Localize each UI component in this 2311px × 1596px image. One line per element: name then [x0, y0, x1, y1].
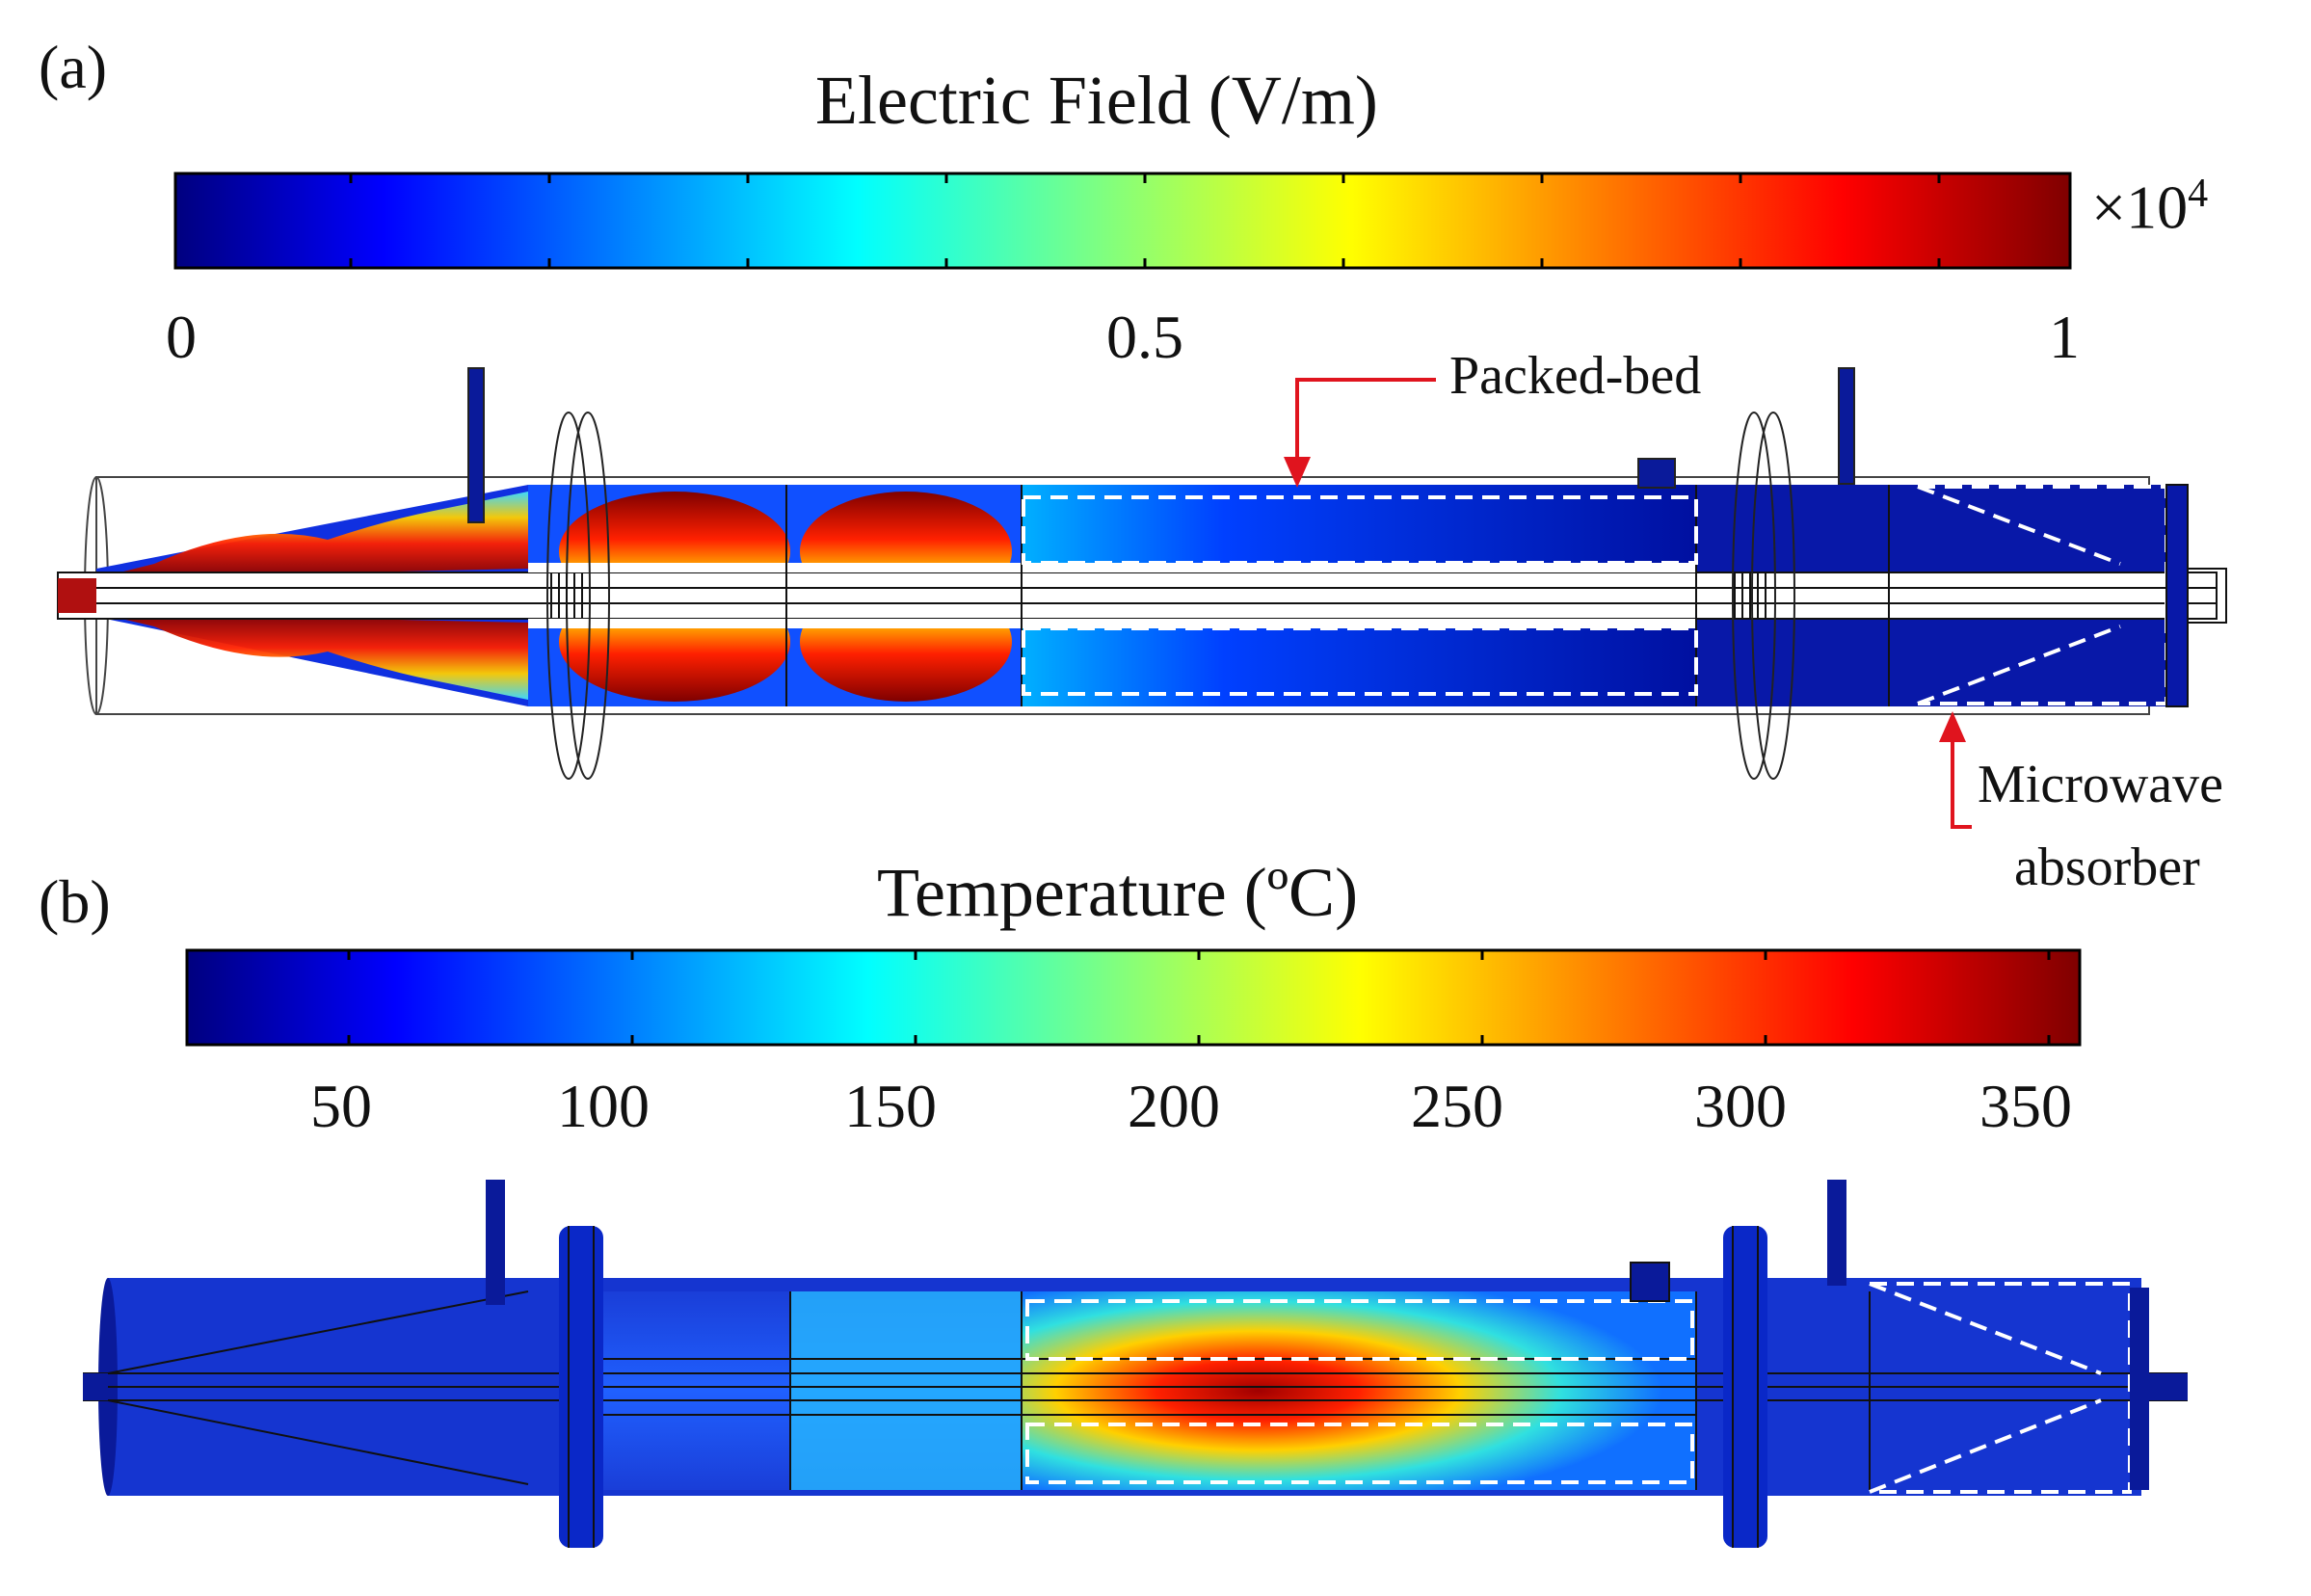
outlet-pipe-a: [1838, 367, 1855, 485]
colorbar-b: [185, 948, 2082, 1047]
panel-b-label: (b): [39, 867, 111, 936]
packed-bed-arrowhead: [1284, 457, 1311, 488]
colorbar-a: [173, 172, 2072, 270]
outlet-pipe-b: [1827, 1180, 1846, 1286]
packed-bed-outline-b: [1025, 1299, 1694, 1484]
reactor-a: [57, 367, 2227, 780]
colorbar-a-multiplier-base: ×10: [2091, 173, 2189, 242]
colorbar-a-tick-2: 1: [2049, 303, 2080, 371]
colorbar-b-gradient: [185, 948, 2082, 1047]
reactor-b: [83, 1180, 2188, 1548]
colorbar-a-tick-1: 0.5: [1106, 303, 1183, 371]
inlet-pipe-a: [467, 367, 485, 523]
colorbar-b-tick-200: 200: [1128, 1072, 1220, 1140]
packed-bed-label: Packed-bed: [1449, 346, 1702, 406]
colorbar-b-tick-50: 50: [310, 1072, 372, 1140]
center-tube-a: [57, 572, 2218, 620]
colorbar-b-title: Temperature (ºC): [877, 854, 1359, 931]
annotation-arrows-a: [1295, 378, 1972, 829]
colorbar-b-tick-300: 300: [1694, 1072, 1787, 1140]
packed-bed-outline-a: [1022, 495, 1698, 696]
colorbar-a-ticks: [349, 173, 1941, 268]
flanges-a: [546, 412, 1795, 780]
colorbar-b-tick-150: 150: [844, 1072, 937, 1140]
colorbar-a-tick-0: 0: [166, 303, 197, 371]
flange-right-b: [1723, 1226, 1767, 1548]
tube-end-left-b: [83, 1373, 108, 1400]
colorbar-a-title: Electric Field (V/m): [815, 62, 1378, 139]
colorbar-b-tick-100: 100: [557, 1072, 650, 1140]
inlet-pipe-b: [486, 1180, 505, 1305]
colorbar-a-gradient: [173, 172, 2072, 270]
colorbar-a-multiplier-exponent: 4: [2188, 172, 2209, 216]
panel-a-label: (a): [39, 33, 108, 101]
absorber-label-line2: absorber: [2014, 838, 2200, 897]
flange-left-b: [559, 1226, 603, 1548]
absorber-label-line1: Microwave: [1978, 755, 2224, 814]
colorbar-b-tick-350: 350: [1979, 1072, 2072, 1140]
absorber-arrowhead: [1939, 711, 1966, 742]
colorbar-b-tick-250: 250: [1411, 1072, 1503, 1140]
hot-zone-b: [1022, 1291, 1696, 1490]
colorbar-a-multiplier: ×104: [2091, 173, 2208, 238]
